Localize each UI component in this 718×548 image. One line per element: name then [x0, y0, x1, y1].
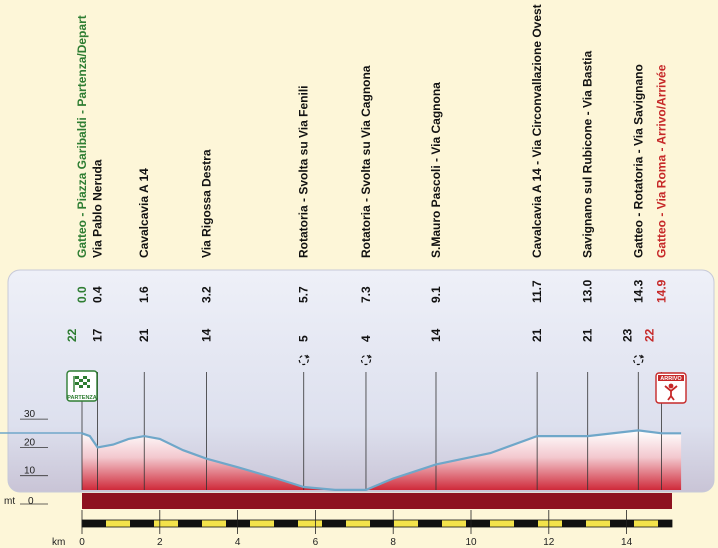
- finish-badge-text: ARRIVO: [660, 376, 682, 382]
- distance-band-segment: [610, 520, 634, 527]
- waypoint-label: Via Pablo Neruda: [91, 159, 105, 258]
- waypoint-label: Via Rigossa Destra: [199, 149, 213, 258]
- finish-cyclist-icon: ARRIVO: [655, 372, 687, 404]
- waypoint-km: 11.7: [530, 280, 544, 303]
- roundabout-icon: [298, 354, 310, 366]
- x-tick-label: 8: [390, 537, 396, 548]
- y-axis: 10 20 30 mt 0: [4, 409, 48, 507]
- roundabout-icons: [298, 354, 645, 366]
- waypoint-km: 0.0: [75, 286, 89, 303]
- waypoint-km: 3.2: [199, 286, 213, 303]
- waypoint-altitude: 22: [643, 328, 657, 342]
- distance-band-segment: [178, 520, 202, 527]
- waypoint-km: 14.9: [655, 279, 669, 303]
- waypoint-km: 9.1: [429, 286, 443, 303]
- distance-band-segment: [274, 520, 298, 527]
- waypoint-altitude: 4: [359, 335, 373, 342]
- elevation-profile-line: [81, 429, 682, 491]
- waypoint-label: Rotatoria - Svolta su Via Cagnona: [359, 65, 373, 258]
- distance-band-segment: [370, 520, 394, 527]
- y-tick-label: 10: [24, 466, 36, 477]
- distance-band-segment: [490, 520, 514, 527]
- x-tick-label: 2: [157, 537, 163, 548]
- distance-band-segment: [130, 520, 154, 527]
- x-tick-label: 0: [79, 537, 85, 548]
- x-unit-label: km: [52, 537, 65, 548]
- distance-band-segment: [322, 520, 346, 527]
- waypoint-km: 1.6: [137, 286, 151, 303]
- waypoint-label: Gatteo - Piazza Garibaldi - Partenza/Dep…: [75, 15, 89, 258]
- waypoint-altitude: 22: [65, 328, 79, 342]
- waypoint-altitude: 17: [91, 328, 105, 342]
- distance-band-segment: [442, 520, 466, 527]
- roundabout-icon: [360, 354, 372, 366]
- elevation-fill: [82, 430, 682, 490]
- distance-band-segment: [346, 520, 370, 527]
- waypoint-label: Gatteo - Rotatoria - Via Savignano: [631, 64, 645, 258]
- waypoint-label: Cavalcavia A 14: [137, 168, 151, 258]
- y-tick-label: 20: [24, 437, 36, 448]
- waypoint-label: Gatteo - Via Roma - Arrivo/Arrivée: [655, 64, 669, 258]
- x-tick-label: 14: [621, 537, 633, 548]
- waypoint-altitude: 23: [620, 328, 634, 342]
- x-axis: km 0 2 4 6 8 10 12 14: [52, 510, 633, 548]
- waypoint-label: Cavalcavia A 14 - Via Circonvallazione O…: [530, 4, 544, 258]
- waypoint-altitude: 21: [137, 328, 151, 342]
- waypoint-km: 7.3: [359, 286, 373, 303]
- waypoint-km: 14.3: [631, 279, 645, 303]
- distance-band-segment: [154, 520, 178, 527]
- waypoint-altitude: 21: [581, 328, 595, 342]
- x-tick-label: 4: [235, 537, 241, 548]
- checkered-flag-icon: PARTENZA: [66, 370, 98, 402]
- waypoint-altitude: 14: [199, 328, 213, 342]
- distance-band-segment: [298, 520, 322, 527]
- waypoint-km: 13.0: [581, 279, 595, 303]
- x-tick-label: 6: [313, 537, 319, 548]
- distance-band-segment: [106, 520, 130, 527]
- distance-band-segment: [394, 520, 418, 527]
- waypoint-label: Savignano sul Rubicone - Via Bastia: [581, 51, 595, 258]
- roundabout-icon: [633, 354, 645, 366]
- waypoint-labels: Gatteo - Piazza Garibaldi - Partenza/Dep…: [75, 4, 669, 258]
- distance-band-segment: [466, 520, 490, 527]
- y-unit-label: mt: [4, 496, 15, 507]
- waypoint-label: Rotatoria - Svolta su Via Fenili: [297, 86, 311, 258]
- distance-band-segment: [658, 520, 672, 527]
- y-tick-label: 0: [28, 496, 34, 507]
- y-tick-label: 30: [24, 409, 36, 420]
- waypoint-altitude: 14: [429, 328, 443, 342]
- waypoint-altitude: 21: [530, 328, 544, 342]
- distance-band-segment: [634, 520, 658, 527]
- distance-band-segment: [514, 520, 538, 527]
- elevation-base-bar: [82, 493, 672, 509]
- distance-band-segment: [418, 520, 442, 527]
- waypoint-label: S.Mauro Pascoli - Via Cagnona: [429, 82, 443, 258]
- distance-band-segment: [538, 520, 562, 527]
- start-badge-text: PARTENZA: [67, 395, 97, 401]
- waypoint-altitude: 5: [297, 335, 311, 342]
- waypoint-numbers: 0.0 22 0.4 17 1.6 21 3.2 14 5.7 5 7.3 4 9.1 14 11.7 21 1…: [65, 279, 669, 342]
- distance-band-segment: [562, 520, 586, 527]
- distance-band-segment: [250, 520, 274, 527]
- x-tick-label: 10: [465, 537, 477, 548]
- distance-band-segment: [586, 520, 610, 527]
- waypoint-km: 0.4: [91, 286, 105, 303]
- distance-band-segment: [82, 520, 106, 527]
- distance-band-segment: [202, 520, 226, 527]
- distance-band: [81, 519, 673, 528]
- waypoint-km: 5.7: [297, 286, 311, 303]
- x-tick-label: 12: [543, 537, 555, 548]
